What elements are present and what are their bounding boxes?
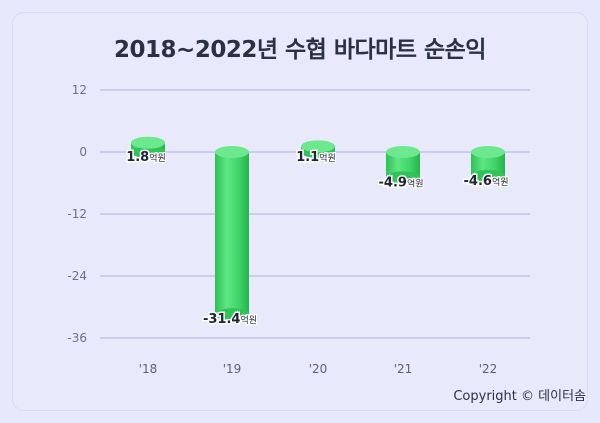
bar-value-unit: 억원 [240,314,257,326]
bar-top-cap [215,146,249,158]
chart-title: 2018~2022년 수협 바다마트 순손익 [114,37,486,63]
chart-card [12,12,588,411]
bar [301,140,335,158]
x-tick-label: '18 [139,362,158,376]
bar-value-unit: 억원 [149,152,166,164]
bar [386,146,420,184]
bar-value-label: -4.6억원 [464,174,509,189]
bar-top-cap [471,146,505,158]
bar-value-number: -31.4 [203,312,240,327]
x-tick-label: '21 [394,362,413,376]
copyright-text: Copyright © 데이터솜 [453,389,586,404]
bar-value-label: -4.9억원 [379,175,424,190]
bar-value-unit: 억원 [319,152,336,164]
bar [131,136,165,158]
bar-value-number: -4.6 [464,174,492,189]
bar-value-label: 1.8억원 [126,150,166,165]
bar [471,146,505,182]
y-tick-label: 0 [79,145,87,159]
bar-top-cap [131,136,165,149]
bar-bottom-cap [471,169,505,182]
bar-value-label: 1.1억원 [296,150,336,165]
bar-top-cap [301,140,335,153]
x-tick-label: '20 [309,362,328,376]
y-tick-label: -24 [67,269,87,283]
bar-top-cap [386,146,420,158]
bar-bottom-cap [131,146,165,158]
y-tick-label: -12 [67,207,87,221]
bar [215,146,249,321]
bar-bottom-cap [386,171,420,184]
bar-value-unit: 억원 [407,177,424,189]
bar-value-unit: 억원 [492,176,509,188]
bar-value-number: -4.9 [379,175,407,190]
x-tick-label: '22 [479,362,498,376]
bar-value-number: 1.8 [126,150,149,165]
bar-bottom-cap [215,308,249,321]
bar-value-number: 1.1 [296,150,319,165]
y-tick-label: 12 [72,83,87,97]
bar-value-label: -31.4억원 [203,312,257,327]
x-tick-label: '19 [223,362,242,376]
bar-body [471,152,505,176]
bar-body [215,152,249,315]
y-tick-label: -36 [67,331,87,345]
